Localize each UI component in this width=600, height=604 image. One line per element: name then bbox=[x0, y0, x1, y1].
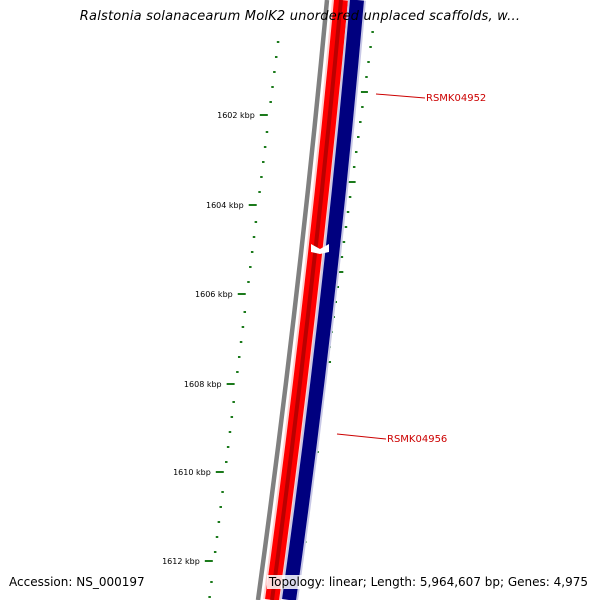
gene-callout-line bbox=[375, 93, 426, 99]
reverse-track bbox=[282, 0, 364, 601]
ruler-labels: 1602 kbp 1604 kbp 1606 kbp 1608 kbp 1610 kbp… bbox=[162, 111, 268, 566]
backbone-track bbox=[255, 0, 330, 601]
ruler-label: 1612 kbp bbox=[162, 557, 200, 566]
map-title: Ralstonia solanacearum MolK2 unordered u… bbox=[79, 9, 521, 24]
forward-track-core bbox=[270, 0, 343, 601]
ruler-label: 1606 kbp bbox=[195, 290, 233, 299]
gene-label: RSMK04956 bbox=[387, 434, 447, 445]
topology-summary: Topology: linear; Length: 5,964,607 bp; … bbox=[266, 575, 590, 589]
gene-callout-line bbox=[336, 433, 387, 440]
gene-labels: RSMK04952 RSMK04956 bbox=[336, 93, 486, 445]
ruler-label: 1608 kbp bbox=[184, 380, 222, 389]
accession-text: Accession: NS_000197 bbox=[9, 575, 145, 589]
ruler-label: 1610 kbp bbox=[173, 468, 211, 477]
ruler-label: 1602 kbp bbox=[217, 111, 255, 120]
feature-tracks bbox=[255, 0, 366, 602]
ruler-label: 1604 kbp bbox=[206, 201, 244, 210]
gene-label: RSMK04952 bbox=[426, 93, 486, 104]
gene-boundary-marker bbox=[311, 244, 329, 254]
